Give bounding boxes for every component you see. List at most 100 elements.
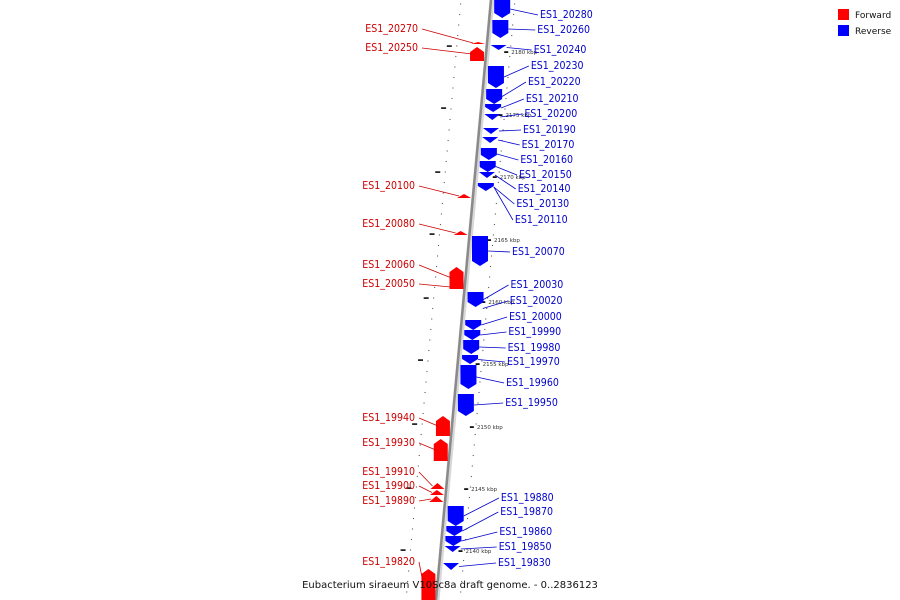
- reverse-gene[interactable]: [490, 45, 507, 50]
- reverse-gene-label[interactable]: ES1_20150: [519, 169, 572, 181]
- reverse-gene[interactable]: [462, 355, 479, 364]
- reverse-gene[interactable]: [478, 172, 495, 178]
- reverse-gene-label[interactable]: ES1_19870: [500, 506, 553, 518]
- reverse-leader-line: [481, 316, 508, 326]
- reverse-gene[interactable]: [444, 546, 461, 552]
- forward-gene-label[interactable]: ES1_19900: [362, 480, 415, 492]
- reverse-gene[interactable]: [443, 563, 460, 570]
- reverse-gene[interactable]: [467, 292, 484, 307]
- forward-gene-label[interactable]: ES1_20060: [362, 259, 415, 271]
- reverse-gene-label[interactable]: ES1_19950: [505, 397, 558, 409]
- reverse-leader-line: [506, 47, 532, 51]
- reverse-gene-label[interactable]: ES1_20190: [523, 124, 576, 136]
- tick-dot: [409, 549, 412, 551]
- forward-gene-label[interactable]: ES1_20270: [365, 23, 418, 35]
- reverse-gene-label[interactable]: ES1_19990: [508, 326, 561, 338]
- reverse-gene-label[interactable]: ES1_20220: [528, 76, 581, 88]
- forward-gene-label[interactable]: ES1_20250: [365, 42, 418, 54]
- forward-gene-label[interactable]: ES1_19930: [362, 437, 415, 449]
- reverse-gene[interactable]: [447, 506, 464, 526]
- tick-dot: [510, 45, 512, 47]
- reverse-gene-label[interactable]: ES1_20140: [518, 183, 571, 195]
- tick-dot: [478, 391, 480, 394]
- tick-dot: [469, 486, 471, 488]
- tick-dash: [429, 233, 435, 235]
- reverse-gene-label[interactable]: ES1_20030: [511, 279, 564, 291]
- forward-gene[interactable]: [453, 231, 468, 235]
- reverse-gene-label[interactable]: ES1_20000: [509, 311, 562, 323]
- forward-gene[interactable]: [457, 194, 472, 198]
- tick-dot: [493, 223, 496, 226]
- reverse-leader-line: [494, 174, 516, 190]
- forward-gene[interactable]: [449, 267, 464, 289]
- reverse-gene[interactable]: [480, 148, 497, 160]
- reverse-leader-line: [496, 153, 519, 161]
- reverse-gene[interactable]: [487, 66, 504, 88]
- reverse-gene[interactable]: [463, 340, 480, 354]
- reverse-gene-label[interactable]: ES1_20160: [520, 154, 573, 166]
- forward-gene-label[interactable]: ES1_19820: [362, 556, 415, 568]
- reverse-gene[interactable]: [465, 320, 482, 330]
- forward-gene[interactable]: [471, 42, 486, 44]
- forward-gene-label[interactable]: ES1_19890: [362, 495, 415, 507]
- reverse-gene-label[interactable]: ES1_20110: [515, 214, 568, 226]
- tick-dot: [492, 234, 495, 236]
- forward-gene[interactable]: [433, 439, 448, 461]
- reverse-gene-label[interactable]: ES1_20230: [531, 60, 584, 72]
- reverse-gene[interactable]: [494, 0, 511, 18]
- reverse-gene-label[interactable]: ES1_20200: [524, 108, 577, 120]
- scale-tick-label: 2165 kbp: [494, 238, 520, 244]
- reverse-leader-line: [500, 98, 524, 109]
- reverse-gene[interactable]: [479, 161, 496, 172]
- reverse-gene-label[interactable]: ES1_19860: [499, 526, 552, 538]
- legend-item-forward[interactable]: Forward: [838, 9, 891, 21]
- reverse-gene[interactable]: [485, 104, 502, 112]
- reverse-gene[interactable]: [486, 89, 503, 104]
- tick-dot: [413, 507, 416, 509]
- reverse-gene[interactable]: [445, 536, 462, 546]
- reverse-gene[interactable]: [482, 128, 499, 134]
- tick-dot: [443, 181, 445, 184]
- reverse-gene[interactable]: [464, 330, 481, 340]
- legend-item-reverse[interactable]: Reverse: [838, 25, 892, 37]
- reverse-gene[interactable]: [471, 236, 488, 266]
- reverse-leader-line: [462, 511, 499, 532]
- reverse-gene[interactable]: [482, 137, 499, 143]
- forward-gene[interactable]: [429, 496, 444, 502]
- forward-gene[interactable]: [435, 416, 450, 436]
- reverse-gene-label[interactable]: ES1_19960: [506, 377, 559, 389]
- reverse-gene-label[interactable]: ES1_19850: [499, 541, 552, 553]
- forward-gene[interactable]: [429, 490, 444, 495]
- forward-gene[interactable]: [421, 569, 436, 600]
- reverse-gene-label[interactable]: ES1_20210: [526, 93, 579, 105]
- reverse-gene-label[interactable]: ES1_20260: [537, 24, 590, 36]
- tick-dot: [489, 276, 491, 278]
- reverse-gene-label[interactable]: ES1_19970: [507, 356, 560, 368]
- reverse-gene-label[interactable]: ES1_20280: [540, 9, 593, 21]
- scale-tick-label: 2170 kbp: [500, 175, 526, 181]
- reverse-gene[interactable]: [484, 114, 501, 120]
- forward-gene-label[interactable]: ES1_20080: [362, 218, 415, 230]
- reverse-gene-label[interactable]: ES1_19980: [508, 342, 561, 354]
- forward-leader-line: [418, 223, 456, 234]
- tick-dot: [463, 559, 465, 562]
- reverse-gene[interactable]: [492, 20, 509, 38]
- reverse-gene-label[interactable]: ES1_20240: [534, 44, 587, 56]
- forward-gene-label[interactable]: ES1_20100: [362, 180, 415, 192]
- forward-gene[interactable]: [430, 483, 445, 489]
- forward-gene[interactable]: [470, 47, 485, 61]
- reverse-gene-label[interactable]: ES1_19880: [501, 492, 554, 504]
- reverse-gene[interactable]: [460, 365, 477, 389]
- reverse-gene[interactable]: [446, 526, 463, 536]
- forward-gene-label[interactable]: ES1_19910: [362, 466, 415, 478]
- reverse-gene-label[interactable]: ES1_20170: [522, 139, 575, 151]
- tick-dot: [485, 318, 487, 320]
- forward-gene-label[interactable]: ES1_19940: [362, 412, 415, 424]
- reverse-gene[interactable]: [457, 394, 474, 416]
- reverse-gene-label[interactable]: ES1_20130: [516, 198, 569, 210]
- reverse-gene[interactable]: [477, 183, 494, 191]
- forward-gene-label[interactable]: ES1_20050: [362, 278, 415, 290]
- reverse-gene-label[interactable]: ES1_20070: [512, 246, 565, 258]
- reverse-gene-label[interactable]: ES1_20020: [510, 295, 563, 307]
- reverse-gene-label[interactable]: ES1_19830: [498, 557, 551, 569]
